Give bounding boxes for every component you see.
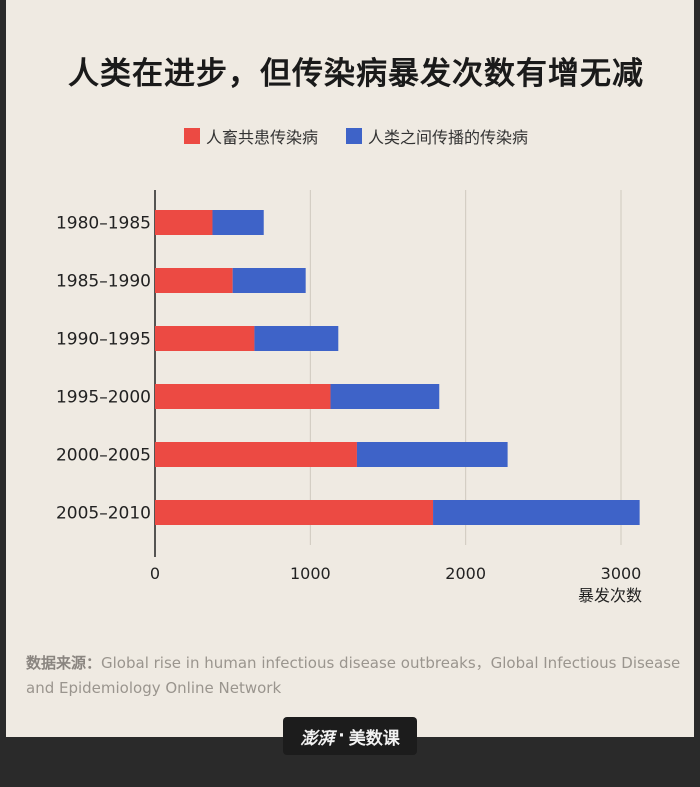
bar-zoonotic-1: [155, 268, 233, 293]
x-tick-label: 3000: [601, 564, 642, 583]
bar-zoonotic-2: [155, 326, 255, 351]
category-label: 2000–2005: [56, 446, 151, 466]
legend-label-zoonotic: 人畜共患传染病: [205, 128, 318, 147]
legend: 人畜共患传染病 人类之间传播的传染病: [6, 124, 700, 148]
x-tick-label: 1000: [290, 564, 331, 583]
bar-human-1: [232, 268, 306, 293]
bar-zoonotic-5: [155, 500, 434, 525]
category-label: 1985–1990: [56, 272, 151, 292]
x-tick-label: 2000: [445, 564, 486, 583]
brand-logo: 澎湃 · 美数课: [283, 717, 417, 755]
category-label: 1980–1985: [56, 214, 151, 234]
x-tick-label: 0: [150, 564, 160, 583]
legend-item-human: 人类之间传播的传染病: [346, 124, 528, 148]
source-text: Global rise in human infectious disease …: [26, 654, 681, 697]
legend-swatch-human: [346, 128, 362, 144]
bar-zoonotic-3: [155, 384, 331, 409]
x-axis-label: 暴发次数: [578, 586, 642, 605]
bar-chart: 1980–1985 1985–1990 1990–1995 1995–2000 2000…: [56, 190, 642, 605]
source-label: 数据来源：: [26, 654, 102, 672]
bar-human-0: [212, 210, 264, 235]
chart-title: 人类在进步，但传染病暴发次数有增无减: [68, 56, 644, 92]
bar-zoonotic-0: [155, 210, 213, 235]
legend-label-human: 人类之间传播的传染病: [368, 128, 529, 147]
bar-human-5: [433, 500, 640, 525]
bar-human-4: [356, 442, 508, 467]
brand-logo-mark: 澎湃: [300, 728, 335, 749]
bar-zoonotic-4: [155, 442, 357, 467]
legend-item-zoonotic: 人畜共患传染病: [183, 124, 318, 148]
category-label: 2005–2010: [56, 504, 151, 524]
category-label: 1995–2000: [56, 388, 151, 408]
legend-swatch-zoonotic: [183, 128, 200, 144]
brand-separator: ·: [338, 726, 345, 746]
bar-human-2: [254, 326, 339, 351]
category-label: 1990–1995: [56, 330, 151, 350]
brand-name: 美数课: [348, 728, 400, 749]
source-note: 数据来源：Global rise in human infectious dis…: [26, 651, 691, 701]
bar-human-3: [330, 384, 440, 409]
